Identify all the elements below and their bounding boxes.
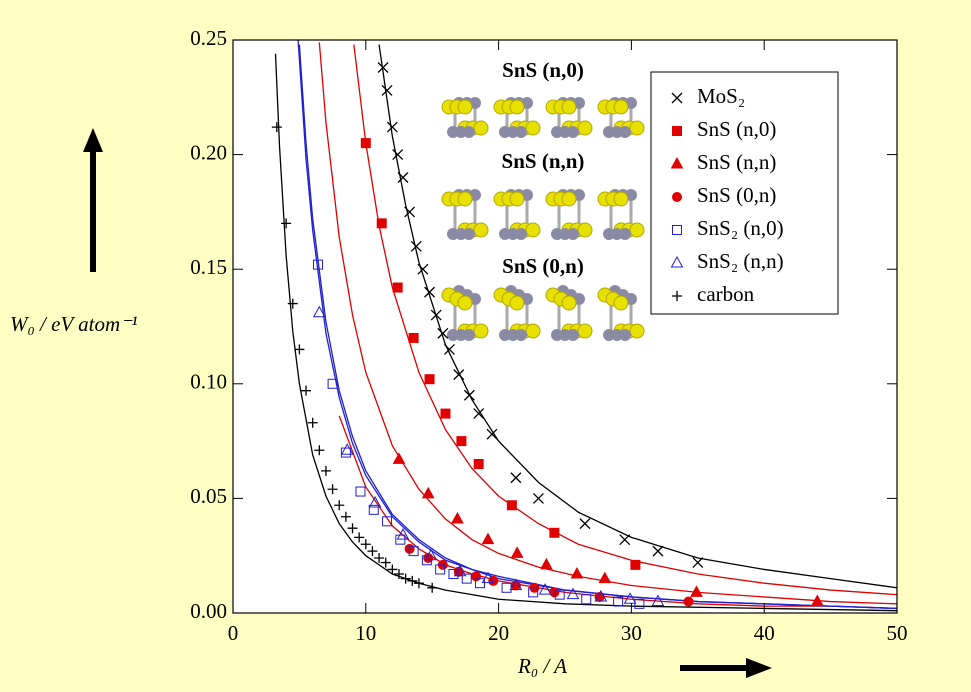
tin-atom — [463, 228, 475, 240]
sulfur-atom — [614, 100, 628, 114]
x-tick-label: 10 — [355, 621, 376, 645]
legend-label: MoS₂ — [697, 84, 745, 108]
sulfur-atom — [458, 100, 472, 114]
x-tick-label: 0 — [228, 621, 239, 645]
legend-label: SnS (n,n) — [697, 150, 776, 174]
tin-atom — [463, 329, 475, 341]
x-tick-label: 40 — [754, 621, 775, 645]
tin-atom — [515, 329, 527, 341]
sulfur-atom — [510, 296, 524, 310]
sulfur-atom — [510, 100, 524, 114]
sulfur-atom — [458, 192, 472, 206]
tin-atom — [619, 329, 631, 341]
sulfur-atom — [578, 223, 592, 237]
structure-label: SnS (n,0) — [502, 58, 584, 82]
sulfur-atom — [578, 324, 592, 338]
point — [474, 460, 483, 469]
sulfur-atom — [458, 296, 472, 310]
y-tick-label: 0.15 — [190, 255, 227, 279]
y-axis-label: W₀ / eV atom⁻¹ — [10, 312, 138, 336]
sulfur-atom — [562, 296, 576, 310]
structure-label: SnS (n,n) — [502, 149, 585, 173]
tin-atom — [463, 126, 475, 138]
sulfur-atom — [474, 121, 488, 135]
sulfur-atom — [630, 121, 644, 135]
structure-label: SnS (0,n) — [502, 254, 584, 278]
sulfur-atom — [614, 192, 628, 206]
point — [393, 283, 402, 292]
x-tick-label: 50 — [887, 621, 908, 645]
y-tick-label: 0.00 — [190, 599, 227, 623]
tin-atom — [567, 329, 579, 341]
sulfur-atom — [562, 100, 576, 114]
point — [631, 560, 640, 569]
sulfur-atom — [474, 324, 488, 338]
tin-atom — [515, 228, 527, 240]
point — [425, 375, 434, 384]
point — [550, 528, 559, 537]
sulfur-atom — [526, 324, 540, 338]
legend-label: SnS₂ (n,0) — [697, 216, 784, 240]
sulfur-atom — [474, 223, 488, 237]
tin-atom — [619, 228, 631, 240]
tin-atom — [567, 126, 579, 138]
point — [684, 597, 694, 607]
x-tick-label: 30 — [621, 621, 642, 645]
point — [361, 139, 370, 148]
y-tick-label: 0.20 — [190, 140, 227, 164]
point — [377, 219, 386, 228]
y-tick-label: 0.10 — [190, 370, 227, 394]
sulfur-atom — [578, 121, 592, 135]
point — [488, 576, 498, 586]
y-tick-label: 0.05 — [190, 484, 227, 508]
sulfur-atom — [526, 223, 540, 237]
point — [405, 544, 415, 554]
legend-marker — [673, 127, 682, 136]
sulfur-atom — [526, 121, 540, 135]
sulfur-atom — [630, 324, 644, 338]
point — [409, 333, 418, 342]
legend-marker — [672, 192, 682, 202]
legend-label: SnS₂ (n,n) — [697, 249, 784, 273]
x-axis-label: R₀ / A — [517, 654, 567, 678]
point — [441, 409, 450, 418]
point — [549, 587, 559, 597]
sulfur-atom — [630, 223, 644, 237]
legend-label: carbon — [697, 282, 755, 306]
sulfur-atom — [510, 192, 524, 206]
x-tick-label: 20 — [488, 621, 509, 645]
sulfur-atom — [562, 192, 576, 206]
y-tick-label: 0.25 — [190, 26, 227, 50]
tin-atom — [619, 126, 631, 138]
legend-label: SnS (n,0) — [697, 117, 776, 141]
point — [507, 501, 516, 510]
point — [457, 437, 466, 446]
point — [471, 571, 481, 581]
legend-label: SnS (0,n) — [697, 183, 776, 207]
tin-atom — [515, 126, 527, 138]
sulfur-atom — [614, 296, 628, 310]
chart: MoS₂ SnS (n,0) SnS (n,n) SnS (0,n) SnS₂ (n,0… — [0, 0, 971, 692]
tin-atom — [567, 228, 579, 240]
